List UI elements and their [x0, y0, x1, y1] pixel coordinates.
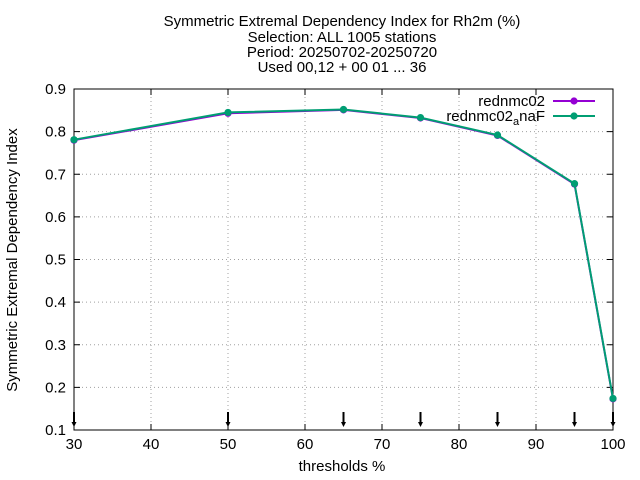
threshold-marker-head	[225, 422, 231, 427]
y-tick-label: 0.5	[45, 252, 66, 269]
y-tick-label: 0.3	[45, 337, 66, 354]
series-line-2	[73, 108, 614, 399]
series-2-point	[224, 108, 232, 117]
series-2-point	[570, 180, 579, 188]
series-2-point	[416, 113, 425, 122]
x-tick-label: 40	[143, 436, 160, 453]
y-tick-label: 0.8	[45, 124, 66, 141]
legend-marker-2	[570, 112, 578, 120]
y-tick-labels: 0.1 0.2 0.3 0.4 0.5 0.6 0.7 0.8 0.9	[45, 81, 66, 439]
threshold-marker-head	[341, 422, 346, 427]
y-axis-label: Symmetric Extremal Dependency Index	[4, 128, 21, 392]
series-2-point	[609, 394, 617, 403]
y-tick-label: 0.4	[45, 294, 66, 311]
threshold-marker-head	[495, 422, 500, 427]
x-tick-label: 70	[374, 436, 391, 453]
series-line-1	[73, 108, 614, 400]
threshold-marker-head	[71, 422, 77, 427]
x-tick-label: 50	[220, 436, 237, 453]
plot-frame	[73, 88, 614, 431]
x-axis-label: thresholds %	[299, 458, 386, 475]
series-2-point	[339, 105, 348, 114]
y-tick-label: 0.2	[45, 379, 66, 396]
bottom-markers	[71, 412, 616, 427]
threshold-marker-head	[418, 422, 423, 427]
legend: rednmc02 rednmc02anaF	[446, 93, 595, 128]
x-tick-label: 100	[600, 436, 625, 453]
threshold-marker-head	[610, 422, 616, 427]
chart-title: Symmetric Extremal Dependency Index for …	[164, 13, 521, 76]
x-tick-labels: 30 40 50 60 70 80 90 100	[66, 436, 626, 453]
series-2-point	[493, 131, 502, 139]
x-tick-label: 90	[528, 436, 545, 453]
title-line-3: Period: 20250702-20250720	[247, 44, 437, 61]
title-line-4: Used 00,12 + 00 01 ... 36	[258, 59, 427, 76]
y-tick-label: 0.1	[45, 422, 66, 439]
grid	[74, 89, 613, 430]
legend-label-1: rednmc02	[478, 93, 545, 110]
y-tick-label: 0.7	[45, 166, 66, 183]
threshold-marker-head	[572, 422, 577, 427]
x-tick-label: 60	[297, 436, 314, 453]
title-line-2: Selection: ALL 1005 stations	[248, 29, 437, 46]
series	[70, 105, 617, 403]
title-line-1: Symmetric Extremal Dependency Index for …	[164, 13, 521, 30]
legend-label-2: rednmc02anaF	[446, 108, 545, 128]
y-tick-label: 0.9	[45, 81, 66, 98]
x-tick-label: 30	[66, 436, 83, 453]
y-tick-label: 0.6	[45, 209, 66, 226]
series-2-point	[70, 136, 78, 144]
x-tick-label: 80	[451, 436, 468, 453]
legend-marker-1	[570, 97, 578, 105]
